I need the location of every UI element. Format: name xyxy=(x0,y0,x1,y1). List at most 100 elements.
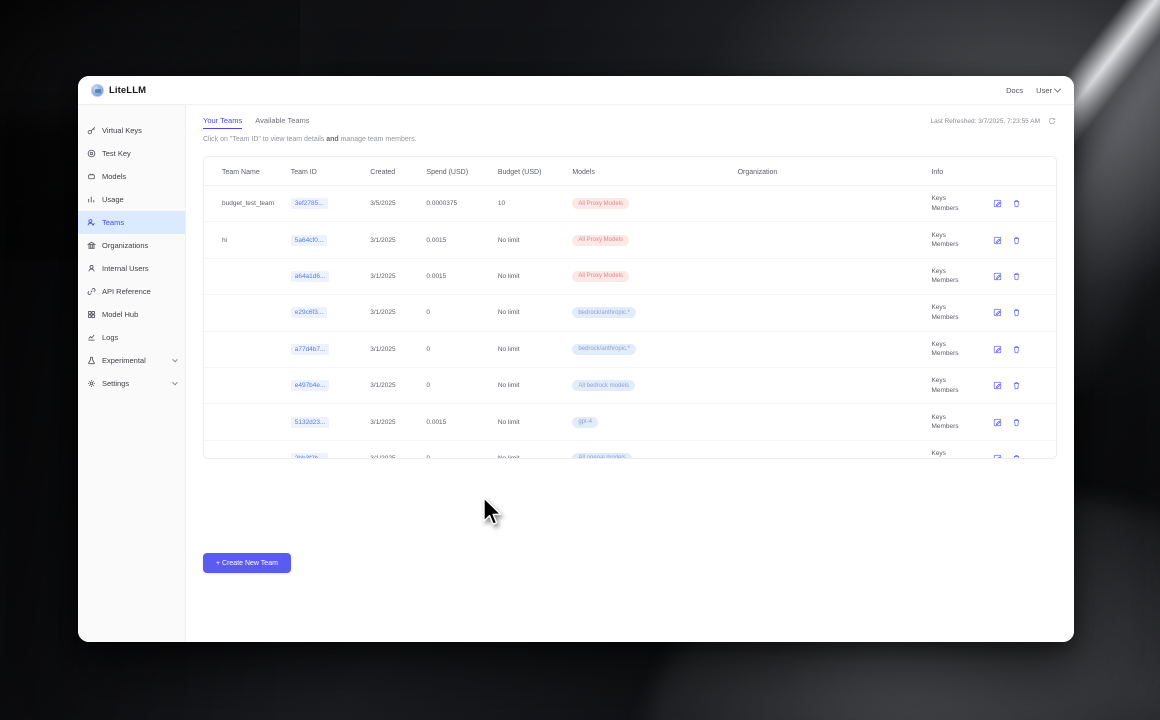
cell-spend: 0 xyxy=(426,440,498,458)
cell-team-name xyxy=(204,294,291,332)
info-keys-label[interactable]: Keys xyxy=(931,413,946,421)
team-id-link[interactable]: a77d4b7... xyxy=(290,343,330,355)
cell-created: 3/1/2025 xyxy=(370,258,427,296)
window-body: Virtual Keys Test Key Models Usage Teams Orga… xyxy=(78,105,1074,642)
refresh-icon[interactable] xyxy=(1047,116,1057,126)
models-badge: All bedrock models xyxy=(572,380,636,392)
cell-spend: 0 xyxy=(426,331,498,368)
info-keys-label[interactable]: Keys xyxy=(931,340,946,348)
sidebar-item-label: Internal Users xyxy=(102,264,149,273)
team-id-link[interactable]: 2bb3f2b... xyxy=(290,452,328,458)
tab-your-teams[interactable]: Your Teams xyxy=(203,116,243,129)
info-members-label[interactable]: Members xyxy=(931,204,959,212)
user-menu[interactable]: User xyxy=(1036,85,1062,95)
info-keys-label[interactable]: Keys xyxy=(931,268,946,276)
cell-organization xyxy=(737,403,932,441)
delete-trash-icon[interactable] xyxy=(1012,199,1021,208)
team-id-link[interactable]: e497b4e... xyxy=(290,380,330,392)
sidebar-item-test-key[interactable]: Test Key xyxy=(78,142,185,165)
info-members-label[interactable]: Members xyxy=(931,386,959,394)
cell-spend: 0.0000375 xyxy=(426,185,498,223)
info-keys-label[interactable]: Keys xyxy=(931,450,946,457)
cell-actions xyxy=(992,258,1056,296)
edit-icon[interactable] xyxy=(993,199,1002,208)
brand[interactable]: LiteLLM xyxy=(91,83,146,97)
tab-available-teams[interactable]: Available Teams xyxy=(255,116,310,125)
edit-icon[interactable] xyxy=(993,418,1002,427)
sidebar-item-settings[interactable]: Settings xyxy=(78,372,185,395)
team-id-link[interactable]: a64a1d6... xyxy=(290,270,330,282)
info-members-label[interactable]: Members xyxy=(931,241,959,249)
sidebar-item-label: Teams xyxy=(102,218,125,227)
sidebar-item-virtual-keys[interactable]: Virtual Keys xyxy=(78,119,185,142)
delete-trash-icon[interactable] xyxy=(1012,308,1021,317)
team-id-link[interactable]: 5132d23... xyxy=(290,416,330,428)
cell-budget: No limit xyxy=(497,440,573,458)
delete-trash-icon[interactable] xyxy=(1012,454,1021,458)
teams-table-head: Team Name Team ID Created Spend (USD) Budget… xyxy=(204,157,1056,186)
cell-actions xyxy=(992,294,1056,332)
sidebar-item-model-hub[interactable]: Model Hub xyxy=(78,303,185,326)
sidebar-item-logs[interactable]: Logs xyxy=(78,326,185,349)
team-id-link[interactable]: e29c6f3... xyxy=(290,307,328,319)
chevron-down-icon xyxy=(172,379,178,385)
info-keys-label[interactable]: Keys xyxy=(931,195,946,203)
info-keys-label[interactable]: Keys xyxy=(931,377,946,385)
sidebar-item-internal-users[interactable]: Internal Users xyxy=(78,257,185,280)
info-keys-label[interactable]: Keys xyxy=(931,231,946,239)
cell-created: 3/1/2025 xyxy=(370,331,427,368)
sidebar-item-label: API Reference xyxy=(102,287,151,296)
sidebar-item-models[interactable]: Models xyxy=(78,165,185,188)
team-id-link[interactable]: 3ef2785... xyxy=(290,198,328,210)
delete-trash-icon[interactable] xyxy=(1012,236,1021,245)
cell-created: 3/1/2025 xyxy=(370,294,427,332)
row-actions xyxy=(993,381,1056,390)
info-members-label[interactable]: Members xyxy=(931,350,959,358)
info-members-label[interactable]: Members xyxy=(931,277,959,285)
delete-trash-icon[interactable] xyxy=(1012,418,1021,427)
table-hint: Click on "Team ID" to view team details … xyxy=(203,136,1057,143)
table-hint-prefix: Click on "Team ID" to view team details xyxy=(203,136,327,143)
info-keys-label[interactable]: Keys xyxy=(931,304,946,312)
edit-icon[interactable] xyxy=(993,345,1002,354)
sidebar-item-label: Experimental xyxy=(102,356,146,365)
table-header-row: Team Name Team ID Created Spend (USD) Budget… xyxy=(204,157,1056,186)
edit-icon[interactable] xyxy=(993,381,1002,390)
main-header: Your Teams Available Teams Last Refreshed… xyxy=(203,116,1057,129)
row-actions xyxy=(993,272,1056,281)
sidebar-item-teams[interactable]: Teams xyxy=(78,211,185,234)
delete-trash-icon[interactable] xyxy=(1012,345,1021,354)
models-badge: All Proxy Models xyxy=(572,198,629,210)
sidebar: Virtual Keys Test Key Models Usage Teams Orga… xyxy=(78,105,186,642)
edit-icon[interactable] xyxy=(993,272,1002,281)
sidebar-item-experimental[interactable]: Experimental xyxy=(78,349,185,372)
cell-models: All bedrock models xyxy=(572,367,738,405)
refresh-area: Last Refreshed: 3/7/2025, 7:23:55 AM xyxy=(931,116,1058,126)
cell-team-name xyxy=(204,331,291,368)
delete-trash-icon[interactable] xyxy=(1012,272,1021,281)
top-bar: LiteLLM Docs User xyxy=(78,76,1074,105)
sidebar-item-api-reference[interactable]: API Reference xyxy=(78,280,185,303)
info-members-label[interactable]: Members xyxy=(931,423,959,431)
sidebar-item-organizations[interactable]: Organizations xyxy=(78,234,185,257)
cell-models: All Proxy Models xyxy=(572,185,738,223)
cell-budget: No limit xyxy=(497,294,573,332)
cell-budget: No limit xyxy=(497,403,573,441)
table-row: a64a1d6... 3/1/2025 0.0015 No limit All Prox… xyxy=(204,258,1056,296)
edit-icon[interactable] xyxy=(993,308,1002,317)
cell-team-id: e29c6f3... xyxy=(290,294,371,332)
edit-icon[interactable] xyxy=(993,454,1002,458)
info-members-label[interactable]: Members xyxy=(931,313,959,321)
sidebar-item-usage[interactable]: Usage xyxy=(78,188,185,211)
delete-trash-icon[interactable] xyxy=(1012,381,1021,390)
create-new-team-button[interactable]: + Create New Team xyxy=(203,553,291,573)
docs-link[interactable]: Docs xyxy=(1006,85,1024,95)
cell-created: 3/5/2025 xyxy=(370,185,427,223)
cell-budget: No limit xyxy=(497,367,573,405)
info-members-label[interactable]: Members xyxy=(931,458,992,459)
team-id-link[interactable]: 5a64cf0... xyxy=(290,234,328,246)
edit-icon[interactable] xyxy=(993,236,1002,245)
